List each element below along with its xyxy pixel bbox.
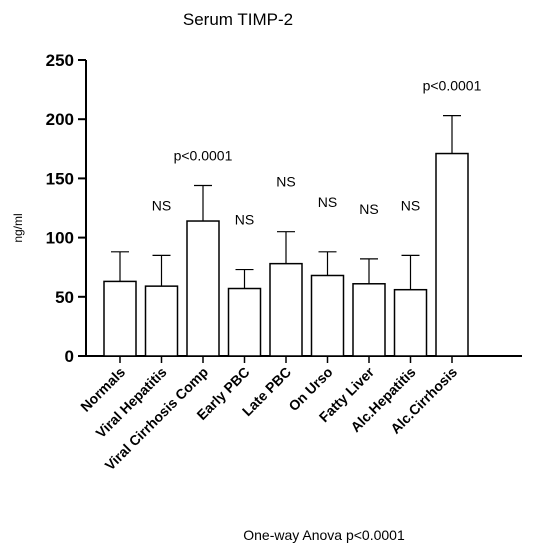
significance-label: NS <box>235 212 254 228</box>
significance-label: NS <box>318 194 337 210</box>
bar <box>393 288 428 357</box>
bars <box>103 152 469 357</box>
significance-label: p<0.0001 <box>423 78 482 94</box>
significance-label: NS <box>276 174 295 190</box>
significance-label: NS <box>152 197 171 213</box>
significance-label: NS <box>359 201 378 217</box>
bar <box>435 152 469 357</box>
y-tick-label: 100 <box>46 229 74 248</box>
bar <box>269 262 303 357</box>
bar <box>227 287 262 357</box>
y-tick-label: 0 <box>65 347 74 366</box>
chart-title: Serum TIMP-2 <box>183 10 293 29</box>
error-bars <box>111 115 461 290</box>
bar <box>310 274 345 357</box>
y-axis-label: ng/ml <box>11 213 25 242</box>
y-axis: 0 50 100 150 200 250 <box>46 51 87 366</box>
y-tick-label: 200 <box>46 110 74 129</box>
bar <box>144 285 179 357</box>
bar <box>186 220 220 357</box>
significance-annotations: NS p<0.0001 NS NS NS NS NS p<0.0001 <box>152 78 482 228</box>
bar <box>352 283 386 357</box>
significance-label: p<0.0001 <box>174 148 233 164</box>
y-tick-label: 250 <box>46 51 74 70</box>
significance-label: NS <box>401 197 420 213</box>
x-axis <box>86 355 522 363</box>
y-tick-label: 150 <box>46 169 74 188</box>
anova-footnote: One-way Anova p<0.0001 <box>243 527 405 543</box>
bar <box>103 280 137 357</box>
y-tick-label: 50 <box>55 288 74 307</box>
